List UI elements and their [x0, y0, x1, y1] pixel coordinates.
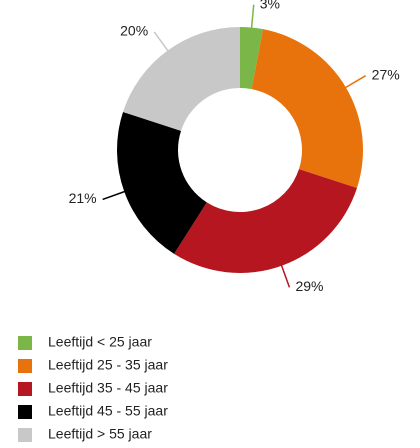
- leader-line: [250, 4, 255, 30]
- data-label: 20%: [120, 23, 148, 39]
- leader-line: [343, 75, 367, 90]
- legend-label: Leeftijd 45 - 55 jaar: [48, 403, 168, 419]
- legend-swatch: [18, 359, 32, 373]
- data-label: 29%: [295, 278, 323, 294]
- donut-slice: [174, 169, 357, 273]
- donut-slice: [240, 27, 264, 90]
- leader-line: [153, 31, 170, 53]
- leader-line: [102, 190, 127, 201]
- legend-label: Leeftijd > 55 jaar: [48, 426, 152, 442]
- data-label: 3%: [260, 0, 280, 11]
- donut-slice: [251, 29, 363, 189]
- legend-label: Leeftijd < 25 jaar: [48, 334, 152, 350]
- legend-swatch: [18, 428, 32, 442]
- legend-swatch: [18, 382, 32, 396]
- legend-label: Leeftijd 25 - 35 jaar: [48, 357, 168, 373]
- legend-label: Leeftijd 35 - 45 jaar: [48, 380, 168, 396]
- leader-line: [280, 263, 291, 288]
- data-label: 21%: [69, 190, 97, 206]
- donut-slice: [117, 111, 207, 254]
- donut-slice: [123, 27, 240, 131]
- data-label: 27%: [372, 66, 400, 82]
- legend-swatch: [18, 405, 32, 419]
- legend-swatch: [18, 336, 32, 350]
